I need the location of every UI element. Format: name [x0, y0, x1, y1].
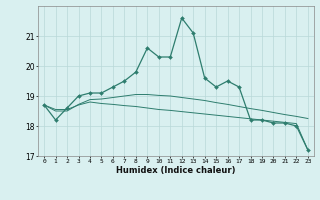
X-axis label: Humidex (Indice chaleur): Humidex (Indice chaleur): [116, 166, 236, 175]
